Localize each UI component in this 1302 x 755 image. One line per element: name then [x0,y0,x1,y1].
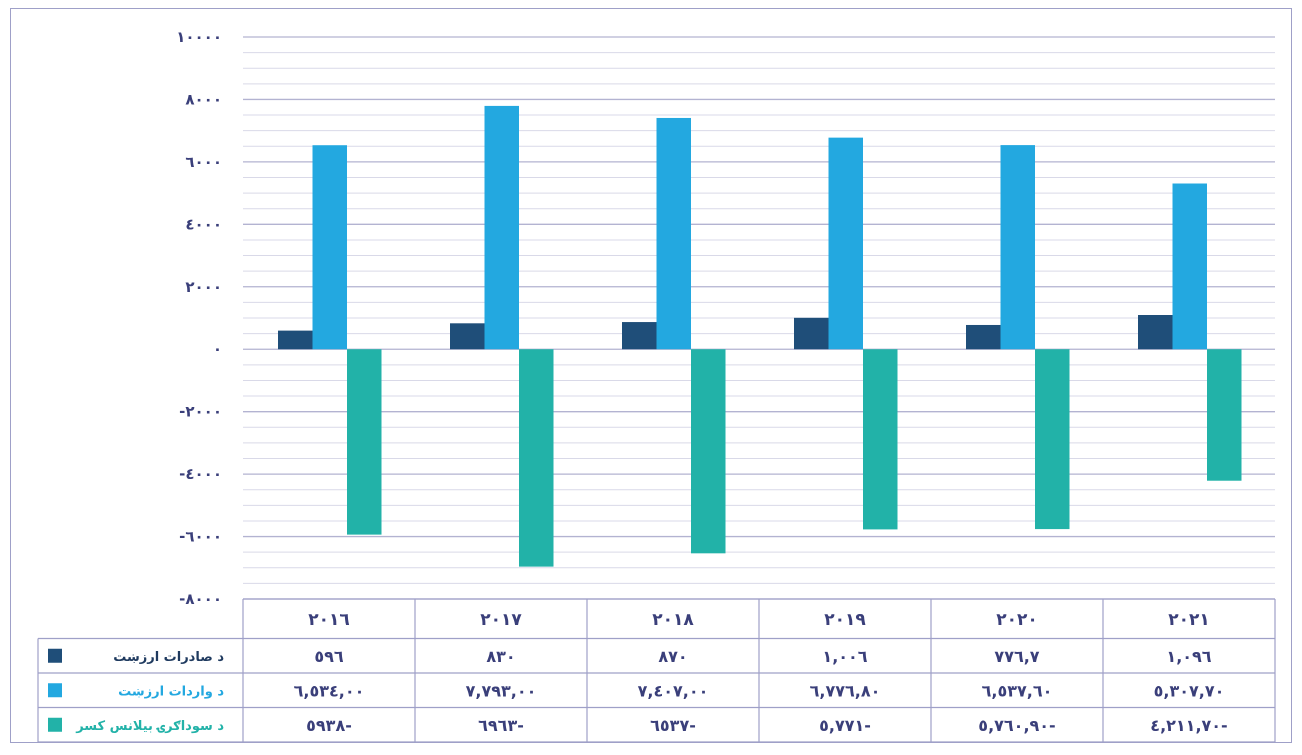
bar-1 [450,323,485,350]
category-label: ٢٠١٨ [652,610,694,630]
bar-2 [828,137,863,350]
data-label: ٥,٧٦٠,٩٠- [978,716,1055,735]
data-label: ٤,٢١١,٧٠- [1150,716,1227,735]
y-tick-label: ٢٠٠٠ [185,278,222,296]
data-label: ٦٩٦٣- [478,716,524,735]
y-tick-label: ٤٠٠٠ [185,215,222,233]
legend-swatch [48,648,62,663]
legend-label: د واردات ارزښت [118,684,224,699]
bar-1 [1138,315,1173,350]
data-label: ٦,٥٣٤,٠٠ [294,681,365,700]
data-label: ١,٠٩٦ [1166,647,1211,666]
bar-1 [966,324,1001,350]
bar-1 [622,322,657,350]
category-label: ٢٠٢٠ [996,610,1038,630]
bar-2 [656,117,691,350]
bar-2 [1000,145,1035,350]
bar-3 [519,349,554,567]
bar-3 [691,349,726,554]
category-label: ٢٠٢١ [1168,610,1210,630]
legend-label: د سوداګرۍ بیلانس کسر [75,719,224,734]
data-label: ٨٧٠ [658,647,687,666]
legend-swatch [48,717,62,732]
data-label: ٦٥٣٧- [650,716,696,735]
y-tick-label: ٨٠٠٠ [185,90,222,108]
bar-3 [347,349,382,535]
data-label: ٧,٧٩٣,٠٠ [466,681,537,700]
data-label: ٧,٤٠٧,٠٠ [638,681,709,700]
data-label: ٥٩٦ [314,647,344,666]
bar-3 [863,349,898,530]
bar-3 [1207,349,1242,481]
y-tick-label: -٨٠٠٠ [179,590,222,608]
category-label: ٢٠١٧ [480,610,522,630]
bar-2 [1172,183,1207,350]
data-label: ٥٩٣٨- [306,716,352,735]
data-label: ٥,٧٧١- [819,716,871,735]
data-label: ٧٧٦,٧ [994,647,1039,666]
data-label: ١,٠٠٦ [822,647,867,666]
y-tick-label: ٠ [213,340,222,358]
bar-1 [794,317,829,350]
y-tick-label: -٢٠٠٠ [179,403,222,421]
y-tick-label: -٦٠٠٠ [179,528,222,546]
data-label: ٦,٥٣٧,٦٠ [982,681,1053,700]
legend-swatch [48,683,62,698]
y-tick-label: ٦٠٠٠ [185,153,222,171]
data-label: ٦,٧٧٦,٨٠ [810,681,881,700]
category-label: ٢٠١٦ [308,610,350,630]
legend-label: د صادرات ارزښت [113,650,224,665]
bar-2 [312,145,347,350]
data-label: ٥,٣٠٧,٧٠ [1154,681,1225,700]
category-label: ٢٠١٩ [824,610,866,630]
bar-2 [484,105,519,350]
y-tick-label: -٤٠٠٠ [179,465,222,483]
bar-3 [1035,349,1070,530]
data-label: ٨٣٠ [486,647,515,666]
y-tick-label: ١٠٠٠٠ [176,28,222,46]
bar-1 [278,330,313,350]
